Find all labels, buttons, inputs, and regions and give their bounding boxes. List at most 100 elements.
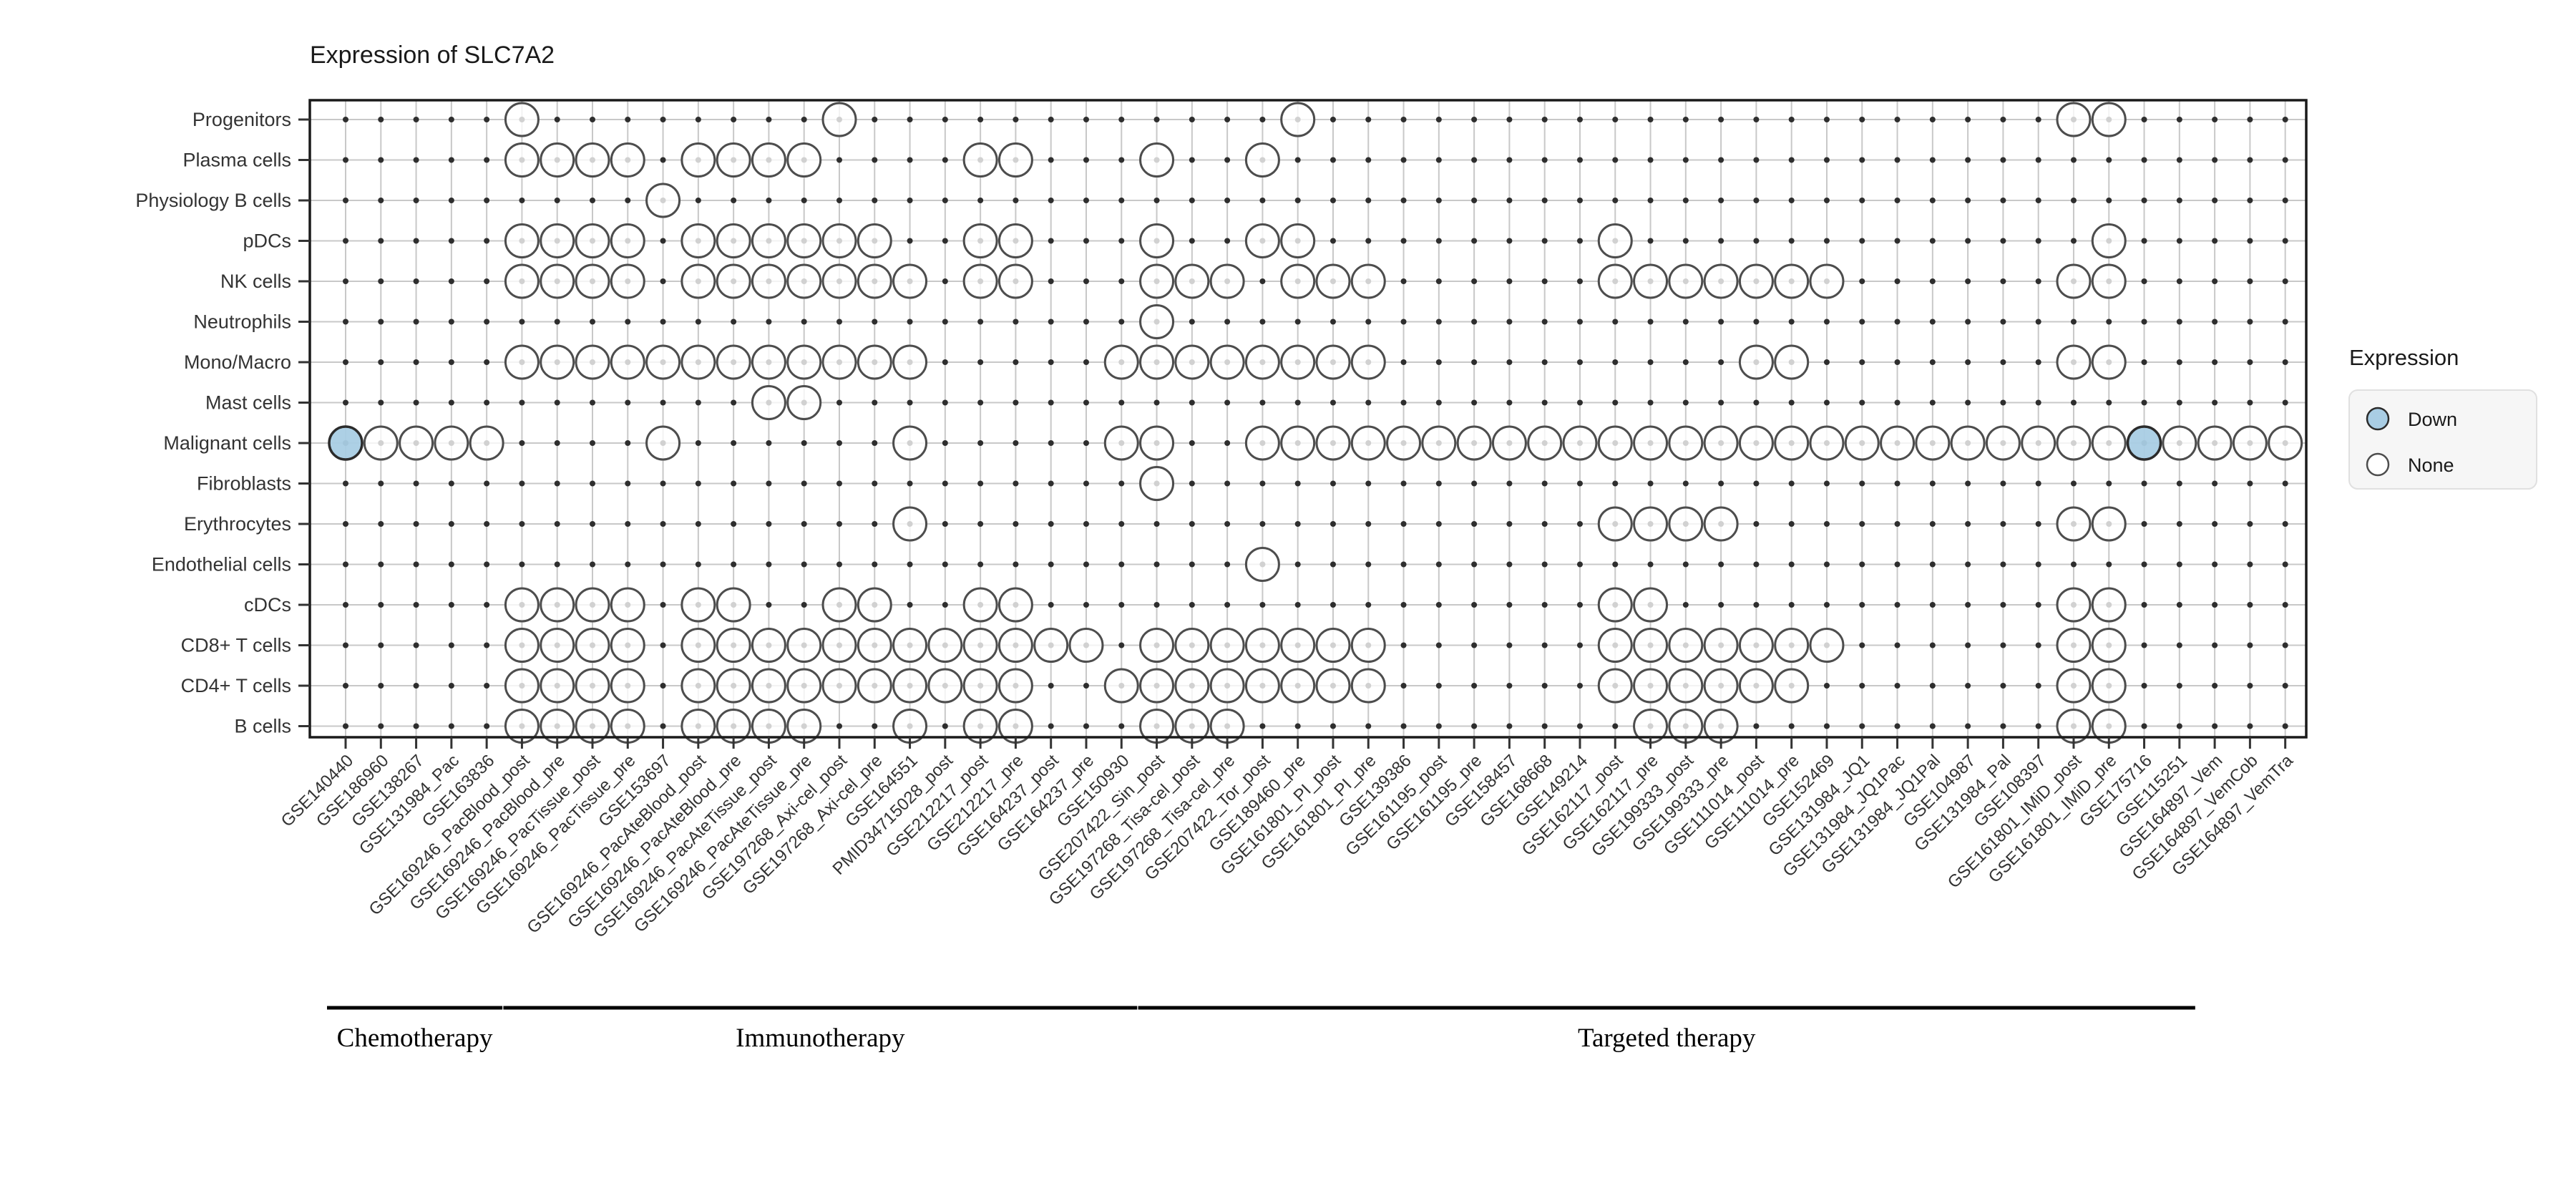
matrix-point-dot bbox=[1400, 642, 1407, 648]
matrix-point-dot bbox=[554, 117, 560, 122]
expression-dot-none bbox=[1209, 668, 1245, 704]
matrix-point-dot bbox=[1506, 602, 1513, 608]
matrix-point-dot bbox=[1965, 399, 1971, 406]
matrix-point-dot bbox=[1859, 602, 1865, 608]
matrix-point-dot bbox=[625, 521, 631, 527]
matrix-point-dot bbox=[448, 642, 454, 648]
matrix-point-dot bbox=[2000, 319, 2006, 325]
expression-dot-none bbox=[540, 587, 575, 623]
matrix-point-dot bbox=[660, 319, 666, 325]
matrix-point-dot bbox=[2212, 602, 2218, 608]
matrix-point-dot bbox=[2035, 480, 2041, 487]
matrix-point-dot bbox=[1400, 359, 1407, 365]
matrix-point-dot bbox=[695, 561, 701, 568]
matrix-point-dot bbox=[484, 319, 490, 325]
expression-dot-none bbox=[857, 263, 892, 299]
matrix-point-dot bbox=[413, 521, 419, 527]
matrix-point-dot bbox=[1435, 359, 1442, 365]
matrix-point-dot bbox=[660, 238, 666, 244]
expression-dot-none bbox=[575, 344, 610, 380]
matrix-point-dot bbox=[1859, 399, 1865, 406]
expression-dot-none bbox=[997, 263, 1033, 299]
expression-dot-none bbox=[892, 344, 928, 380]
matrix-point-dot bbox=[1788, 157, 1795, 163]
matrix-point-dot bbox=[1682, 198, 1689, 203]
matrix-point-dot bbox=[1435, 723, 1442, 729]
matrix-point-dot bbox=[872, 561, 878, 568]
matrix-point-dot bbox=[2141, 319, 2147, 325]
matrix-point-dot bbox=[1189, 399, 1195, 406]
legend-key-label: Down bbox=[2408, 409, 2457, 430]
matrix-point-dot bbox=[731, 561, 737, 568]
expression-dot-none bbox=[1280, 102, 1316, 137]
matrix-point-dot bbox=[1859, 683, 1865, 689]
matrix-point-dot bbox=[1189, 602, 1195, 608]
matrix-point-dot bbox=[1118, 480, 1125, 487]
matrix-point-dot bbox=[378, 319, 384, 325]
expression-dot-none bbox=[751, 628, 786, 663]
matrix-point-dot bbox=[2176, 642, 2182, 648]
matrix-point-dot bbox=[2282, 642, 2288, 648]
matrix-point-dot bbox=[413, 198, 419, 203]
matrix-point-dot bbox=[1576, 117, 1583, 122]
matrix-point-dot bbox=[2212, 117, 2218, 122]
expression-dot-none bbox=[1350, 668, 1386, 704]
expression-dot-none bbox=[1668, 425, 1704, 461]
expression-dot-none bbox=[1209, 263, 1245, 299]
matrix-point-dot bbox=[1859, 359, 1865, 365]
matrix-point-dot bbox=[1682, 602, 1689, 608]
matrix-point-dot bbox=[2141, 198, 2147, 203]
expression-dot-none bbox=[892, 263, 928, 299]
matrix-point-dot bbox=[378, 117, 384, 122]
matrix-point-dot bbox=[1506, 238, 1513, 244]
matrix-point-dot bbox=[731, 319, 737, 325]
matrix-point-dot bbox=[1894, 561, 1901, 568]
matrix-point-dot bbox=[942, 480, 948, 487]
therapy-group-label: Chemotherapy bbox=[337, 1024, 493, 1053]
matrix-point-dot bbox=[1365, 157, 1372, 163]
matrix-point-dot bbox=[695, 521, 701, 527]
matrix-point-dot bbox=[448, 238, 454, 244]
matrix-point-dot bbox=[766, 521, 772, 527]
expression-dot-none bbox=[1244, 547, 1280, 582]
matrix-point-dot bbox=[378, 723, 384, 729]
matrix-point-dot bbox=[1435, 521, 1442, 527]
matrix-point-dot bbox=[801, 602, 807, 608]
matrix-point-dot bbox=[625, 117, 631, 122]
expression-dot-none bbox=[1174, 344, 1210, 380]
matrix-point-dot bbox=[2141, 602, 2147, 608]
matrix-point-dot bbox=[766, 561, 772, 568]
matrix-point-dot bbox=[1048, 480, 1054, 487]
y-axis-label: B cells bbox=[234, 716, 291, 737]
expression-dot-none bbox=[962, 668, 998, 704]
matrix-point-dot bbox=[766, 602, 772, 608]
matrix-point-dot bbox=[1965, 521, 1971, 527]
matrix-point-dot bbox=[484, 198, 490, 203]
expression-dot-none bbox=[1068, 628, 1104, 663]
expression-dot-none bbox=[2091, 263, 2127, 299]
matrix-point-dot bbox=[1083, 480, 1089, 487]
matrix-point-dot bbox=[1400, 399, 1407, 406]
matrix-point-dot bbox=[1083, 440, 1089, 446]
matrix-point-dot bbox=[1330, 521, 1336, 527]
expression-dot-none bbox=[2232, 425, 2268, 461]
expression-dot-none bbox=[1633, 628, 1669, 663]
matrix-point-dot bbox=[1471, 117, 1478, 122]
expression-dot-none bbox=[2091, 425, 2127, 461]
expression-dot-none bbox=[434, 425, 469, 461]
matrix-point-dot bbox=[1048, 319, 1054, 325]
matrix-point-dot bbox=[554, 198, 560, 203]
expression-dot-none bbox=[1703, 668, 1739, 704]
matrix-point-dot bbox=[1894, 117, 1901, 122]
expression-dot-none bbox=[786, 223, 822, 258]
expression-dot-none bbox=[1280, 263, 1316, 299]
expression-dot-none bbox=[680, 587, 716, 623]
expression-dot-none bbox=[1844, 425, 1880, 461]
matrix-point-dot bbox=[378, 642, 384, 648]
matrix-point-dot bbox=[2106, 480, 2112, 487]
matrix-point-dot bbox=[1083, 521, 1089, 527]
matrix-point-dot bbox=[2247, 521, 2253, 527]
matrix-point-dot bbox=[1647, 399, 1654, 406]
expression-dot-none bbox=[504, 587, 540, 623]
matrix-point-dot bbox=[448, 117, 454, 122]
